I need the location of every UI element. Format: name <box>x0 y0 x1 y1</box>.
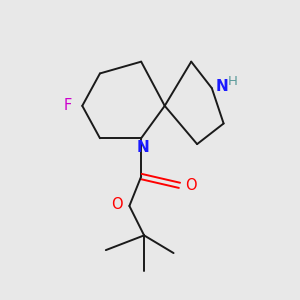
Text: F: F <box>64 98 72 113</box>
Text: O: O <box>111 197 123 212</box>
Text: H: H <box>228 75 238 88</box>
Text: O: O <box>185 178 197 193</box>
Text: N: N <box>136 140 149 155</box>
Text: N: N <box>215 79 228 94</box>
